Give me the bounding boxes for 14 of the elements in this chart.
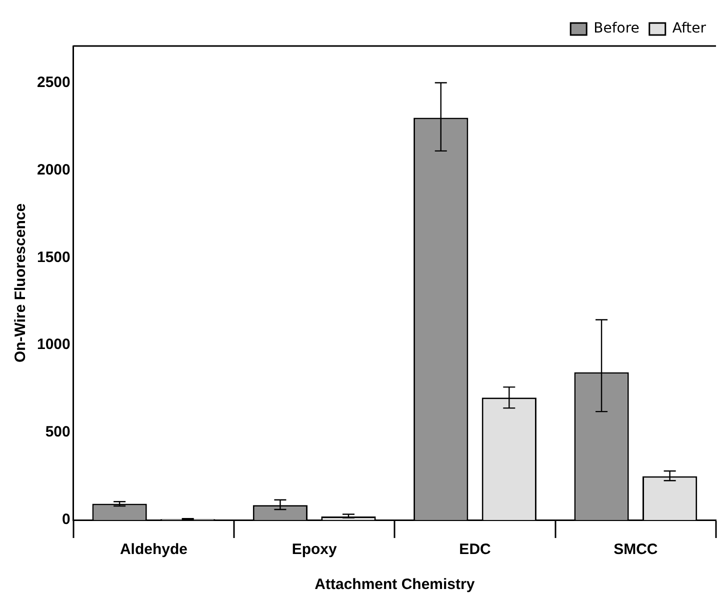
y-axis-title: On-Wire Fluorescence — [12, 203, 30, 363]
y-tick-label: 2500 — [36, 74, 70, 91]
y-tick-label: 1500 — [36, 248, 70, 266]
y-tick-label: 1000 — [36, 336, 70, 354]
y-tick-label: 500 — [45, 424, 70, 441]
x-axis-title: Attachment Chemistry — [314, 576, 476, 594]
x-tick-label: Epoxy — [292, 541, 338, 558]
x-tick-label: Aldehyde — [120, 541, 188, 558]
legend-label: Before — [594, 20, 640, 37]
y-tick-label: 2000 — [36, 161, 70, 178]
legend-label: After — [672, 20, 706, 37]
x-tick-label: EDC — [459, 541, 492, 558]
x-tick-label: SMCC — [614, 541, 658, 558]
y-tick-label: 0 — [62, 511, 70, 528]
